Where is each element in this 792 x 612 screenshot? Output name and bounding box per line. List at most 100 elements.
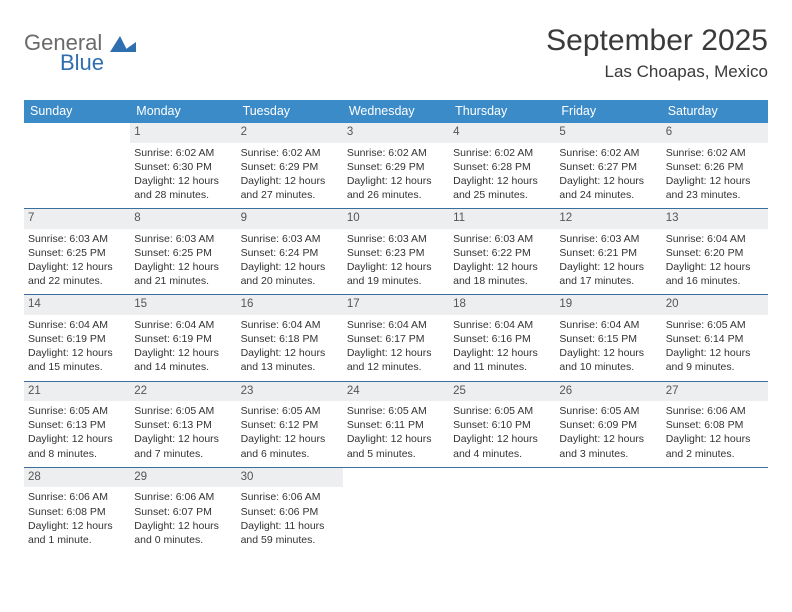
sunset-line: Sunset: 6:24 PM bbox=[241, 246, 339, 260]
sunrise-line: Sunrise: 6:04 AM bbox=[241, 318, 339, 332]
day-cell: 17 Sunrise: 6:04 AMSunset: 6:17 PMDayligh… bbox=[343, 295, 449, 380]
daylight-line: Daylight: 12 hours and 10 minutes. bbox=[559, 346, 657, 374]
daylight-line: Daylight: 12 hours and 0 minutes. bbox=[134, 519, 232, 547]
day-number: 25 bbox=[449, 382, 555, 402]
day-header: Thursday bbox=[449, 100, 555, 123]
day-number: 20 bbox=[662, 295, 768, 315]
day-number: 17 bbox=[343, 295, 449, 315]
day-cell: 29Sunrise: 6:06 AMSunset: 6:07 PMDayligh… bbox=[130, 468, 236, 553]
sunrise-line: Sunrise: 6:03 AM bbox=[134, 232, 232, 246]
daylight-line: Daylight: 12 hours and 4 minutes. bbox=[453, 432, 551, 460]
day-cell: 16Sunrise: 6:04 AMSunset: 6:18 PMDayligh… bbox=[237, 295, 343, 380]
sunset-line: Sunset: 6:06 PM bbox=[241, 505, 339, 519]
day-cell: 23Sunrise: 6:05 AMSunset: 6:12 PMDayligh… bbox=[237, 382, 343, 467]
day-cell-empty bbox=[662, 468, 768, 553]
day-header: Wednesday bbox=[343, 100, 449, 123]
sunset-line: Sunset: 6:16 PM bbox=[453, 332, 551, 346]
day-number: 3 bbox=[343, 123, 449, 143]
daylight-line: Daylight: 12 hours and 25 minutes. bbox=[453, 174, 551, 202]
logo-text: General Blue bbox=[24, 32, 136, 74]
daylight-line: Daylight: 12 hours and 15 minutes. bbox=[28, 346, 126, 374]
daylight-line: Daylight: 12 hours and 3 minutes. bbox=[559, 432, 657, 460]
daylight-line: Daylight: 12 hours and 6 minutes. bbox=[241, 432, 339, 460]
sunrise-line: Sunrise: 6:02 AM bbox=[241, 146, 339, 160]
sunset-line: Sunset: 6:12 PM bbox=[241, 418, 339, 432]
weeks-container: 1Sunrise: 6:02 AMSunset: 6:30 PMDaylight… bbox=[24, 123, 768, 553]
daylight-line: Daylight: 12 hours and 27 minutes. bbox=[241, 174, 339, 202]
sunset-line: Sunset: 6:11 PM bbox=[347, 418, 445, 432]
day-cell: 7Sunrise: 6:03 AMSunset: 6:25 PMDaylight… bbox=[24, 209, 130, 294]
sunset-line: Sunset: 6:13 PM bbox=[28, 418, 126, 432]
sunrise-line: Sunrise: 6:03 AM bbox=[559, 232, 657, 246]
day-number: 16 bbox=[237, 295, 343, 315]
daylight-line: Daylight: 12 hours and 5 minutes. bbox=[347, 432, 445, 460]
day-cell: 6Sunrise: 6:02 AMSunset: 6:26 PMDaylight… bbox=[662, 123, 768, 208]
sunrise-line: Sunrise: 6:02 AM bbox=[559, 146, 657, 160]
sunset-line: Sunset: 6:14 PM bbox=[666, 332, 764, 346]
sunrise-line: Sunrise: 6:04 AM bbox=[453, 318, 551, 332]
daylight-line: Daylight: 12 hours and 12 minutes. bbox=[347, 346, 445, 374]
sunrise-line: Sunrise: 6:05 AM bbox=[241, 404, 339, 418]
day-cell: 9 Sunrise: 6:03 AMSunset: 6:24 PMDaylight… bbox=[237, 209, 343, 294]
day-header-row: SundayMondayTuesdayWednesdayThursdayFrid… bbox=[24, 100, 768, 123]
day-number: 9 bbox=[237, 209, 343, 229]
week-row: 14Sunrise: 6:04 AMSunset: 6:19 PMDayligh… bbox=[24, 295, 768, 381]
day-number: 1 bbox=[130, 123, 236, 143]
sunrise-line: Sunrise: 6:05 AM bbox=[347, 404, 445, 418]
day-header: Tuesday bbox=[237, 100, 343, 123]
sunrise-line: Sunrise: 6:03 AM bbox=[241, 232, 339, 246]
sunset-line: Sunset: 6:13 PM bbox=[134, 418, 232, 432]
sunset-line: Sunset: 6:18 PM bbox=[241, 332, 339, 346]
logo: General Blue bbox=[24, 24, 136, 74]
day-cell: 20Sunrise: 6:05 AMSunset: 6:14 PMDayligh… bbox=[662, 295, 768, 380]
day-number: 10 bbox=[343, 209, 449, 229]
sunset-line: Sunset: 6:25 PM bbox=[134, 246, 232, 260]
daylight-line: Daylight: 12 hours and 18 minutes. bbox=[453, 260, 551, 288]
day-number: 29 bbox=[130, 468, 236, 488]
day-cell: 28Sunrise: 6:06 AMSunset: 6:08 PMDayligh… bbox=[24, 468, 130, 553]
sunset-line: Sunset: 6:19 PM bbox=[28, 332, 126, 346]
day-cell: 10Sunrise: 6:03 AMSunset: 6:23 PMDayligh… bbox=[343, 209, 449, 294]
daylight-line: Daylight: 12 hours and 20 minutes. bbox=[241, 260, 339, 288]
header: General Blue September 2025 Las Choapas,… bbox=[24, 24, 768, 82]
sunrise-line: Sunrise: 6:06 AM bbox=[241, 490, 339, 504]
day-number: 5 bbox=[555, 123, 661, 143]
day-cell: 30Sunrise: 6:06 AMSunset: 6:06 PMDayligh… bbox=[237, 468, 343, 553]
sunset-line: Sunset: 6:20 PM bbox=[666, 246, 764, 260]
sunset-line: Sunset: 6:17 PM bbox=[347, 332, 445, 346]
day-header: Saturday bbox=[662, 100, 768, 123]
logo-sail-icon bbox=[110, 36, 136, 52]
day-cell: 5Sunrise: 6:02 AMSunset: 6:27 PMDaylight… bbox=[555, 123, 661, 208]
day-cell: 14Sunrise: 6:04 AMSunset: 6:19 PMDayligh… bbox=[24, 295, 130, 380]
daylight-line: Daylight: 12 hours and 26 minutes. bbox=[347, 174, 445, 202]
day-number: 21 bbox=[24, 382, 130, 402]
title-block: September 2025 Las Choapas, Mexico bbox=[546, 24, 768, 82]
day-number: 18 bbox=[449, 295, 555, 315]
day-number: 28 bbox=[24, 468, 130, 488]
sunset-line: Sunset: 6:07 PM bbox=[134, 505, 232, 519]
sunset-line: Sunset: 6:29 PM bbox=[347, 160, 445, 174]
sunset-line: Sunset: 6:10 PM bbox=[453, 418, 551, 432]
week-row: 21 Sunrise: 6:05 AM Sunset: 6:13 PM Dayligh… bbox=[24, 382, 768, 468]
sunrise-line: Sunrise: 6:04 AM bbox=[347, 318, 445, 332]
day-cell: 19Sunrise: 6:04 AMSunset: 6:15 PMDayligh… bbox=[555, 295, 661, 380]
day-number: 14 bbox=[24, 295, 130, 315]
daylight-line: Daylight: 11 hours and 59 minutes. bbox=[241, 519, 339, 547]
day-cell: 22Sunrise: 6:05 AMSunset: 6:13 PMDayligh… bbox=[130, 382, 236, 467]
day-cell-empty bbox=[343, 468, 449, 553]
sunrise-line: Sunrise: 6:02 AM bbox=[347, 146, 445, 160]
sunrise-line: Sunrise: 6:05 AM bbox=[666, 318, 764, 332]
sunset-line: Sunset: 6:26 PM bbox=[666, 160, 764, 174]
day-number: 13 bbox=[662, 209, 768, 229]
day-cell: 11Sunrise: 6:03 AMSunset: 6:22 PMDayligh… bbox=[449, 209, 555, 294]
sunset-line: Sunset: 6:08 PM bbox=[28, 505, 126, 519]
sunrise-line: Sunrise: 6:03 AM bbox=[28, 232, 126, 246]
day-cell-empty bbox=[449, 468, 555, 553]
day-header: Sunday bbox=[24, 100, 130, 123]
sunrise-line: Sunrise: 6:05 AM bbox=[559, 404, 657, 418]
sunrise-line: Sunrise: 6:06 AM bbox=[28, 490, 126, 504]
sunrise-line: Sunrise: 6:03 AM bbox=[453, 232, 551, 246]
logo-text-2: Blue bbox=[60, 52, 136, 74]
day-number: 22 bbox=[130, 382, 236, 402]
sunset-line: Sunset: 6:19 PM bbox=[134, 332, 232, 346]
